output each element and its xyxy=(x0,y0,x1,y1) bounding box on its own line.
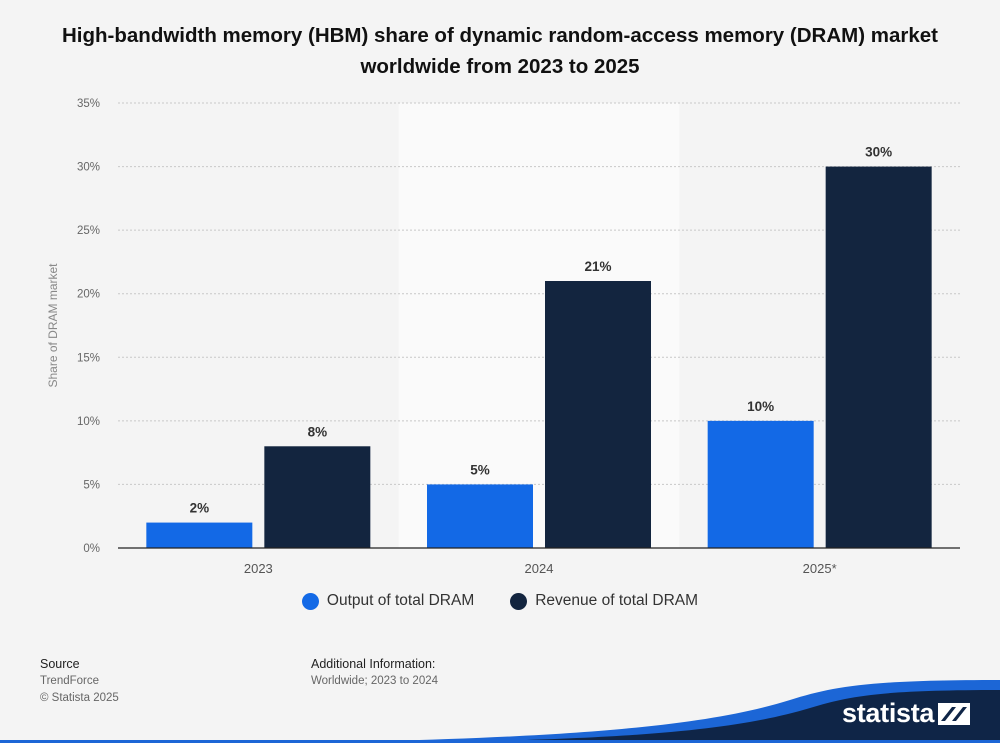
statista-logo-icon[interactable] xyxy=(938,703,970,725)
bar-revenue-2024[interactable] xyxy=(545,281,651,548)
additional-info-block: Additional Information: Worldwide; 2023 … xyxy=(311,656,438,690)
source-name[interactable]: TrendForce xyxy=(40,675,100,687)
y-tick-label: 5% xyxy=(83,479,100,491)
bar-output-2025[interactable] xyxy=(707,420,814,548)
source-heading: Source xyxy=(40,657,80,671)
data-label: 30% xyxy=(865,145,892,160)
bar-output-2024[interactable] xyxy=(427,484,533,548)
data-label: 8% xyxy=(308,424,328,439)
x-tick-label: 2024 xyxy=(525,561,554,576)
statista-logo-text[interactable]: statista xyxy=(842,698,935,728)
source-block: Source TrendForce © Statista 2025 xyxy=(40,656,119,707)
y-tick-label: 15% xyxy=(77,352,100,364)
x-tick-label: 2025* xyxy=(803,561,837,576)
legend-label-output: Output of total DRAM xyxy=(326,592,475,609)
chart-legend: Output of total DRAM Revenue of total DR… xyxy=(0,592,1000,610)
bar-revenue-2025[interactable] xyxy=(825,166,932,549)
chart-title: High-bandwidth memory (HBM) share of dyn… xyxy=(62,24,938,78)
legend-item-revenue[interactable]: Revenue of total DRAM xyxy=(510,592,698,610)
legend-marker-revenue xyxy=(510,592,528,610)
legend-label-revenue: Revenue of total DRAM xyxy=(535,592,699,609)
y-tick-label: 10% xyxy=(77,416,100,428)
chart-area: 0% 5% 10% 15% 20% 25% 30% 35% Share of DRAM mark… xyxy=(46,98,960,576)
additional-info-text: Worldwide; 2023 to 2024 xyxy=(311,675,439,687)
data-label: 10% xyxy=(747,399,774,414)
bar-revenue-2023[interactable] xyxy=(264,446,371,548)
data-label: 2% xyxy=(190,501,210,516)
additional-info-heading: Additional Information: xyxy=(311,657,436,671)
legend-marker-output xyxy=(301,592,319,610)
y-tick-label: 35% xyxy=(77,98,100,110)
y-tick-label: 30% xyxy=(77,162,100,174)
data-label: 21% xyxy=(584,259,611,274)
x-tick-label: 2023 xyxy=(244,561,273,576)
y-tick-label: 20% xyxy=(77,289,100,301)
data-label: 5% xyxy=(470,462,490,477)
legend-item-output[interactable]: Output of total DRAM xyxy=(301,592,475,610)
y-axis-title: Share of DRAM market xyxy=(46,263,60,388)
copyright-text: © Statista 2025 xyxy=(40,692,119,704)
bar-output-2023[interactable] xyxy=(146,522,253,548)
y-tick-label: 0% xyxy=(83,543,100,555)
y-tick-label: 25% xyxy=(77,225,100,237)
